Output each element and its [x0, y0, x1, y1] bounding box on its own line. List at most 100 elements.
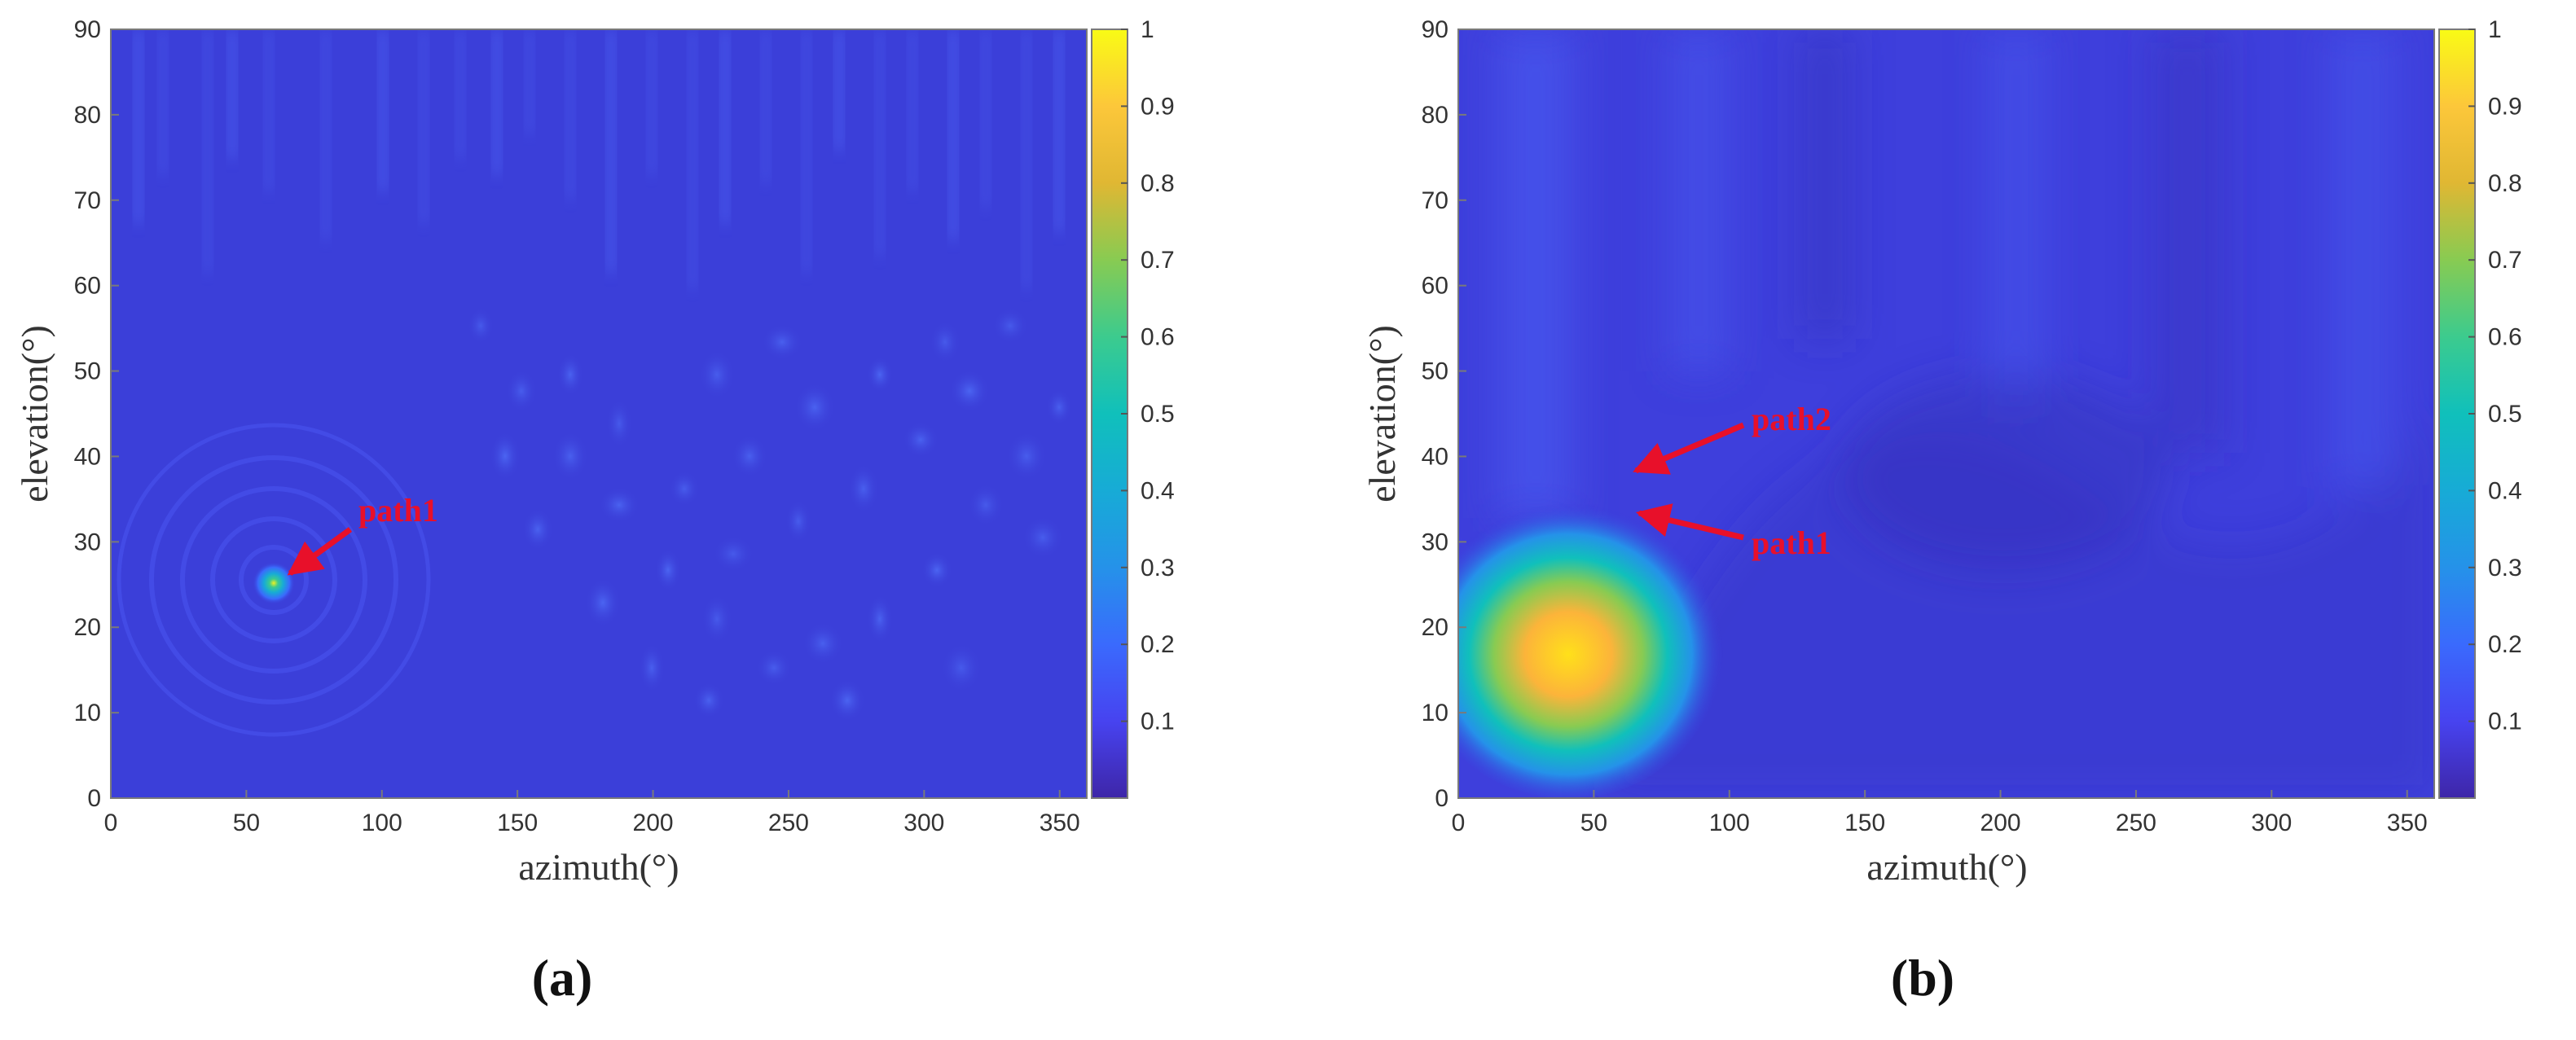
texture-streak	[606, 29, 616, 274]
x-tick-label: 100	[362, 810, 402, 836]
texture-streak	[321, 29, 331, 241]
texture-lobe	[903, 422, 939, 458]
colorbar-tick-label: 0.4	[2488, 477, 2522, 504]
texture-lobe	[1006, 432, 1047, 481]
x-ticks-b: 0 50 100 150 200 250 300 350	[1452, 790, 2428, 836]
texture-lobe	[848, 464, 879, 513]
texture-lobe	[699, 350, 735, 399]
y-tick-label: 90	[1422, 16, 1448, 43]
y-tick-label: 20	[1422, 614, 1448, 641]
y-tick-label: 20	[74, 614, 101, 641]
texture-lobe	[867, 595, 893, 643]
y-tick-label: 80	[74, 102, 101, 129]
texture-lobe	[794, 383, 835, 432]
colorbar-tick-label: 0.4	[1141, 477, 1175, 504]
texture-streak	[455, 29, 465, 160]
x-tick-label: 0	[104, 810, 118, 836]
colorbar-tick-label: 0.8	[2488, 170, 2522, 197]
y-axis-label-a: elevation(°)	[14, 325, 55, 502]
texture-streak	[492, 29, 502, 176]
y-tick-label: 40	[74, 443, 101, 470]
x-tick-label: 250	[2116, 810, 2156, 836]
texture-streak	[875, 29, 885, 257]
y-tick-label: 0	[1435, 785, 1448, 812]
x-tick-label: 50	[1580, 810, 1607, 836]
texture-lobe	[762, 324, 802, 360]
texture-streak	[264, 29, 274, 192]
texture-lobe	[606, 399, 632, 448]
texture-streak	[948, 29, 958, 241]
y-tick-label: 0	[87, 785, 101, 812]
texture-lobe	[949, 370, 990, 412]
heatmap-b-field	[1458, 29, 2434, 798]
texture-lobe	[599, 487, 640, 523]
texture-lobe	[585, 578, 621, 627]
colorbar-ticks-b: 0.1 0.2 0.3 0.4 0.5 0.6 0.7 0.8 0.9 1	[2468, 16, 2522, 735]
x-tick-label: 50	[233, 810, 260, 836]
annotation-b-path2: path2	[1752, 401, 1831, 437]
colorbar-tick-label: 0.2	[2488, 631, 2522, 658]
texture-lobe	[552, 432, 588, 481]
texture-lobe	[756, 650, 792, 686]
colorbar-tick-label: 0.6	[2488, 324, 2522, 351]
texture-lobe	[713, 536, 754, 572]
y-tick-label: 10	[1422, 700, 1448, 726]
heatmap-a-field	[116, 29, 1072, 737]
texture-streak	[227, 29, 237, 160]
texture-streak	[1022, 29, 1031, 290]
y-tick-label: 70	[1422, 187, 1448, 214]
texture-streak	[419, 29, 429, 225]
texture-lobe	[1046, 389, 1072, 425]
y-tick-label: 30	[74, 529, 101, 555]
x-tick-label: 150	[1844, 810, 1885, 836]
texture-streak	[134, 29, 143, 225]
texture-streak	[158, 29, 168, 176]
x-tick-label: 350	[2387, 810, 2428, 836]
colorbar-tick-label: 0.9	[1141, 93, 1175, 120]
texture-streak	[378, 29, 388, 192]
colorbar-tick-label: 0.9	[2488, 93, 2522, 120]
texture-lobe	[506, 370, 537, 412]
texture-lobe	[655, 549, 681, 591]
texture-streak	[802, 29, 811, 274]
texture-streak	[981, 29, 991, 208]
panel-b: 0 50 100 150 200 250 300 350 0 10 20 30 40 50 60 70 80 9…	[1361, 16, 2522, 1007]
x-tick-label: 250	[768, 810, 809, 836]
x-tick-label: 300	[2251, 810, 2292, 836]
arrow-b-path1	[1635, 503, 1744, 541]
peak-a-path1	[253, 562, 295, 604]
heatmap-a-texture	[134, 29, 1072, 722]
colorbar-tick-label: 0.5	[2488, 401, 2522, 428]
texture-lobe	[829, 679, 865, 722]
x-tick-label: 0	[1452, 810, 1466, 836]
heatmap-a-background	[111, 29, 1087, 798]
colorbar-tick-label: 0.7	[1141, 247, 1175, 274]
texture-lobe	[968, 484, 1004, 526]
x-ticks-a: 0 50 100 150 200 250 300 350	[104, 790, 1080, 836]
y-tick-label: 50	[74, 358, 101, 385]
x-axis-label-b: azimuth(°)	[1866, 846, 2027, 888]
arrow-b-path2	[1633, 422, 1745, 475]
colorbar-tick-label: 0.1	[1141, 709, 1175, 735]
texture-lobe	[802, 622, 843, 665]
y-tick-label: 80	[1422, 102, 1448, 129]
colorbar-tick-label: 0.6	[1141, 324, 1175, 351]
texture-lobe	[930, 321, 961, 363]
peak-b-path1-path2	[1458, 498, 1723, 798]
texture-lobe	[557, 353, 583, 396]
texture-streak	[647, 29, 657, 176]
colorbar-ticks-a: 0.1 0.2 0.3 0.4 0.5 0.6 0.7 0.8 0.9 1	[1121, 16, 1175, 735]
y-tick-label: 60	[74, 273, 101, 300]
x-tick-label: 150	[497, 810, 538, 836]
colorbar-tick-label: 1	[1141, 16, 1154, 43]
texture-lobe	[992, 308, 1028, 344]
texture-lobe	[1022, 516, 1063, 559]
x-tick-label: 350	[1040, 810, 1080, 836]
texture-lobe	[921, 552, 952, 588]
colorbar-tick-label: 0.8	[1141, 170, 1175, 197]
x-axis-label-a: azimuth(°)	[518, 846, 679, 888]
texture-streak	[834, 29, 844, 151]
heatmap-b-texture	[1499, 29, 2434, 798]
panel-label-b: (b)	[1891, 949, 1954, 1007]
texture-streak	[688, 29, 697, 290]
